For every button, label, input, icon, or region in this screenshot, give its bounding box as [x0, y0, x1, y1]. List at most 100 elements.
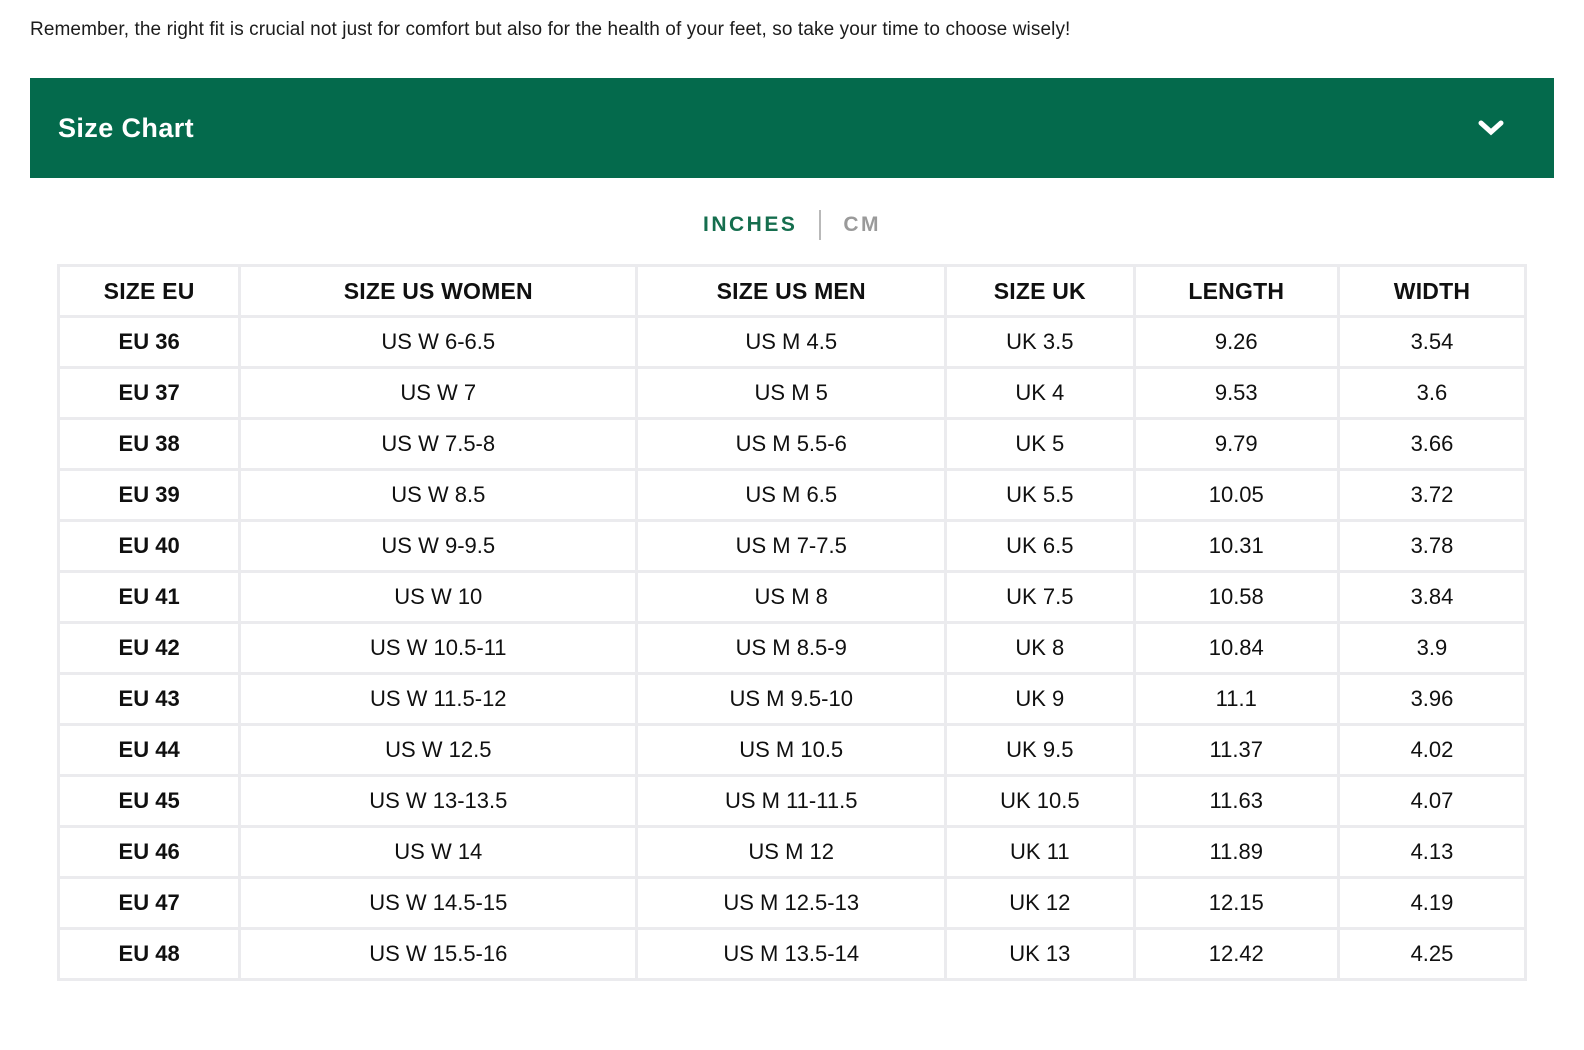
- table-cell: 12.42: [1135, 930, 1337, 978]
- table-cell: UK 9.5: [947, 726, 1133, 774]
- table-cell: US M 7-7.5: [638, 522, 945, 570]
- column-header: SIZE US WOMEN: [241, 267, 636, 315]
- table-cell: US W 8.5: [241, 471, 636, 519]
- table-cell: US M 10.5: [638, 726, 945, 774]
- size-eu-cell: EU 44: [60, 726, 239, 774]
- chevron-down-icon[interactable]: [1478, 119, 1504, 137]
- table-cell: US W 9-9.5: [241, 522, 636, 570]
- table-cell: 11.63: [1135, 777, 1337, 825]
- table-row: EU 44 US W 12.5 US M 10.5 UK 9.5 11.37 4.02: [60, 726, 1524, 774]
- table-cell: 3.78: [1339, 522, 1524, 570]
- table-cell: 3.9: [1339, 624, 1524, 672]
- column-header: SIZE UK: [947, 267, 1133, 315]
- table-cell: US W 13-13.5: [241, 777, 636, 825]
- table-cell: US W 7.5-8: [241, 420, 636, 468]
- table-cell: UK 4: [947, 369, 1133, 417]
- table-row: EU 39 US W 8.5 US M 6.5 UK 5.5 10.05 3.72: [60, 471, 1524, 519]
- table-cell: US M 6.5: [638, 471, 945, 519]
- table-cell: US M 4.5: [638, 318, 945, 366]
- table-cell: 10.05: [1135, 471, 1337, 519]
- table-cell: UK 6.5: [947, 522, 1133, 570]
- table-cell: 3.96: [1339, 675, 1524, 723]
- column-header: SIZE EU: [60, 267, 239, 315]
- tab-divider: [819, 210, 822, 240]
- table-cell: US M 9.5-10: [638, 675, 945, 723]
- table-cell: UK 12: [947, 879, 1133, 927]
- table-cell: UK 3.5: [947, 318, 1133, 366]
- table-cell: US W 7: [241, 369, 636, 417]
- table-row: EU 46 US W 14 US M 12 UK 11 11.89 4.13: [60, 828, 1524, 876]
- table-cell: US W 11.5-12: [241, 675, 636, 723]
- table-cell: 10.84: [1135, 624, 1337, 672]
- table-cell: UK 8: [947, 624, 1133, 672]
- size-table: SIZE EU SIZE US WOMEN SIZE US MEN SIZE UK LE…: [57, 264, 1527, 981]
- table-cell: 4.19: [1339, 879, 1524, 927]
- size-eu-cell: EU 36: [60, 318, 239, 366]
- table-cell: 9.79: [1135, 420, 1337, 468]
- table-cell: US W 10.5-11: [241, 624, 636, 672]
- column-header: WIDTH: [1339, 267, 1524, 315]
- table-cell: 11.1: [1135, 675, 1337, 723]
- table-cell: US W 6-6.5: [241, 318, 636, 366]
- table-cell: 9.53: [1135, 369, 1337, 417]
- table-cell: 10.31: [1135, 522, 1337, 570]
- table-cell: 12.15: [1135, 879, 1337, 927]
- table-cell: US M 13.5-14: [638, 930, 945, 978]
- size-eu-cell: EU 48: [60, 930, 239, 978]
- table-cell: US M 12: [638, 828, 945, 876]
- table-cell: UK 11: [947, 828, 1133, 876]
- tab-cm[interactable]: CM: [843, 213, 882, 236]
- column-header: SIZE US MEN: [638, 267, 945, 315]
- table-cell: 3.6: [1339, 369, 1524, 417]
- table-cell: US W 14: [241, 828, 636, 876]
- table-row: EU 38 US W 7.5-8 US M 5.5-6 UK 5 9.79 3.66: [60, 420, 1524, 468]
- table-cell: UK 9: [947, 675, 1133, 723]
- size-eu-cell: EU 46: [60, 828, 239, 876]
- table-cell: 9.26: [1135, 318, 1337, 366]
- table-row: EU 48 US W 15.5-16 US M 13.5-14 UK 13 12.42 4…: [60, 930, 1524, 978]
- unit-toggle: INCHES CM: [30, 208, 1554, 242]
- table-cell: US M 11-11.5: [638, 777, 945, 825]
- table-cell: US W 10: [241, 573, 636, 621]
- size-eu-cell: EU 47: [60, 879, 239, 927]
- size-eu-cell: EU 38: [60, 420, 239, 468]
- size-eu-cell: EU 40: [60, 522, 239, 570]
- size-chart-title: Size Chart: [58, 112, 195, 143]
- table-cell: 3.66: [1339, 420, 1524, 468]
- size-eu-cell: EU 43: [60, 675, 239, 723]
- table-cell: US W 14.5-15: [241, 879, 636, 927]
- column-header: LENGTH: [1135, 267, 1337, 315]
- table-cell: UK 13: [947, 930, 1133, 978]
- table-cell: UK 5.5: [947, 471, 1133, 519]
- size-eu-cell: EU 45: [60, 777, 239, 825]
- table-row: EU 45 US W 13-13.5 US M 11-11.5 UK 10.5 11.6…: [60, 777, 1524, 825]
- table-cell: 4.13: [1339, 828, 1524, 876]
- table-row: EU 37 US W 7 US M 5 UK 4 9.53 3.6: [60, 369, 1524, 417]
- size-eu-cell: EU 37: [60, 369, 239, 417]
- tab-inches[interactable]: INCHES: [702, 213, 798, 236]
- table-cell: US W 15.5-16: [241, 930, 636, 978]
- table-cell: 4.02: [1339, 726, 1524, 774]
- table-cell: US M 5: [638, 369, 945, 417]
- table-cell: 3.84: [1339, 573, 1524, 621]
- size-eu-cell: EU 42: [60, 624, 239, 672]
- table-cell: US M 8: [638, 573, 945, 621]
- table-cell: 3.72: [1339, 471, 1524, 519]
- size-table-body: EU 36 US W 6-6.5 US M 4.5 UK 3.5 9.26 3.54 EU …: [60, 318, 1524, 978]
- table-row: EU 47 US W 14.5-15 US M 12.5-13 UK 12 12.15 4…: [60, 879, 1524, 927]
- table-cell: US M 12.5-13: [638, 879, 945, 927]
- table-row: EU 42 US W 10.5-11 US M 8.5-9 UK 8 10.84 3.9: [60, 624, 1524, 672]
- table-cell: UK 7.5: [947, 573, 1133, 621]
- table-cell: 4.07: [1339, 777, 1524, 825]
- table-row: EU 41 US W 10 US M 8 UK 7.5 10.58 3.84: [60, 573, 1524, 621]
- table-cell: US W 12.5: [241, 726, 636, 774]
- table-cell: 11.37: [1135, 726, 1337, 774]
- table-header-row: SIZE EU SIZE US WOMEN SIZE US MEN SIZE UK LE…: [60, 267, 1524, 315]
- table-cell: 11.89: [1135, 828, 1337, 876]
- size-chart-accordion-header[interactable]: Size Chart: [30, 78, 1554, 178]
- table-row: EU 36 US W 6-6.5 US M 4.5 UK 3.5 9.26 3.54: [60, 318, 1524, 366]
- size-eu-cell: EU 39: [60, 471, 239, 519]
- table-cell: UK 5: [947, 420, 1133, 468]
- table-cell: US M 8.5-9: [638, 624, 945, 672]
